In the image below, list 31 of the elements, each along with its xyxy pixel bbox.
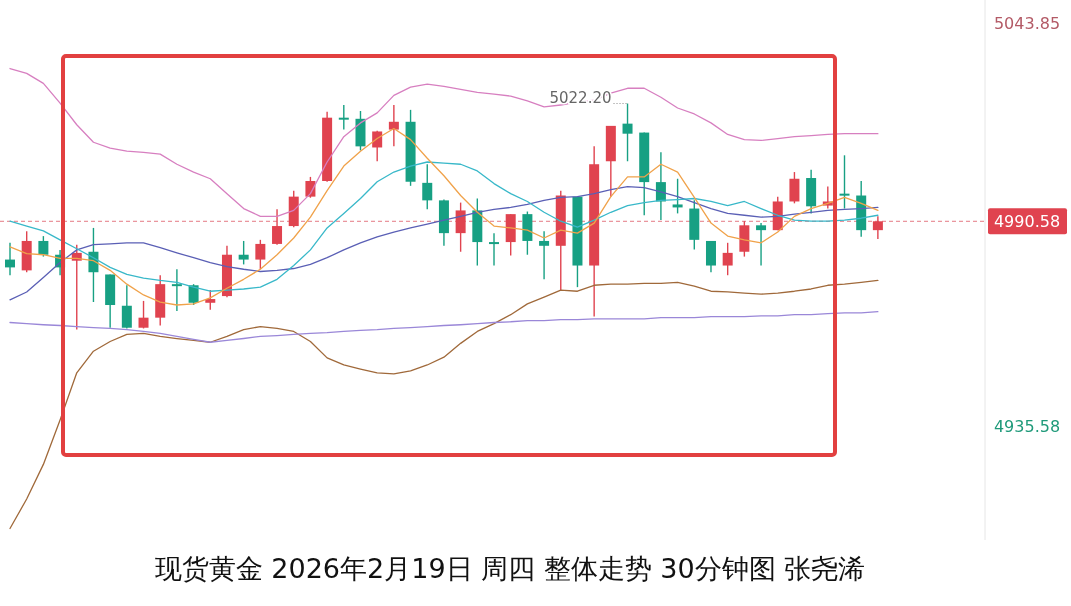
candlestick bbox=[839, 154, 850, 210]
candlestick bbox=[722, 242, 733, 276]
candlestick bbox=[372, 130, 383, 162]
candlestick bbox=[255, 239, 266, 270]
candlestick bbox=[872, 215, 883, 240]
candlestick bbox=[171, 268, 182, 312]
y-tick-label: 4990.58 bbox=[993, 212, 1061, 232]
candlestick bbox=[489, 232, 500, 267]
candlestick bbox=[272, 208, 283, 246]
candlestick bbox=[455, 201, 466, 253]
candlestick bbox=[539, 230, 550, 281]
candlestick bbox=[672, 178, 683, 215]
line-series bbox=[9, 67, 879, 218]
y-tick-label: 5043.85 bbox=[993, 13, 1061, 33]
line-series bbox=[9, 161, 879, 292]
candlestick bbox=[5, 242, 15, 276]
candlestick bbox=[205, 289, 216, 311]
candlestick bbox=[388, 104, 399, 148]
candlestick bbox=[121, 284, 132, 330]
line-series bbox=[9, 279, 879, 530]
candlestick bbox=[756, 222, 767, 267]
candlestick bbox=[422, 163, 433, 210]
candlestick bbox=[338, 104, 349, 131]
candlestick bbox=[305, 176, 316, 199]
candlestick bbox=[789, 171, 800, 205]
text: 现货黄金 2026年2月19日 周四 整体走势 30分钟图 张尧浠 bbox=[154, 553, 866, 584]
candlestick bbox=[622, 102, 633, 162]
candlestick bbox=[138, 300, 149, 330]
y-tick-label: 4935.58 bbox=[993, 417, 1061, 437]
candlestick bbox=[238, 240, 249, 266]
candlestick bbox=[38, 235, 49, 258]
